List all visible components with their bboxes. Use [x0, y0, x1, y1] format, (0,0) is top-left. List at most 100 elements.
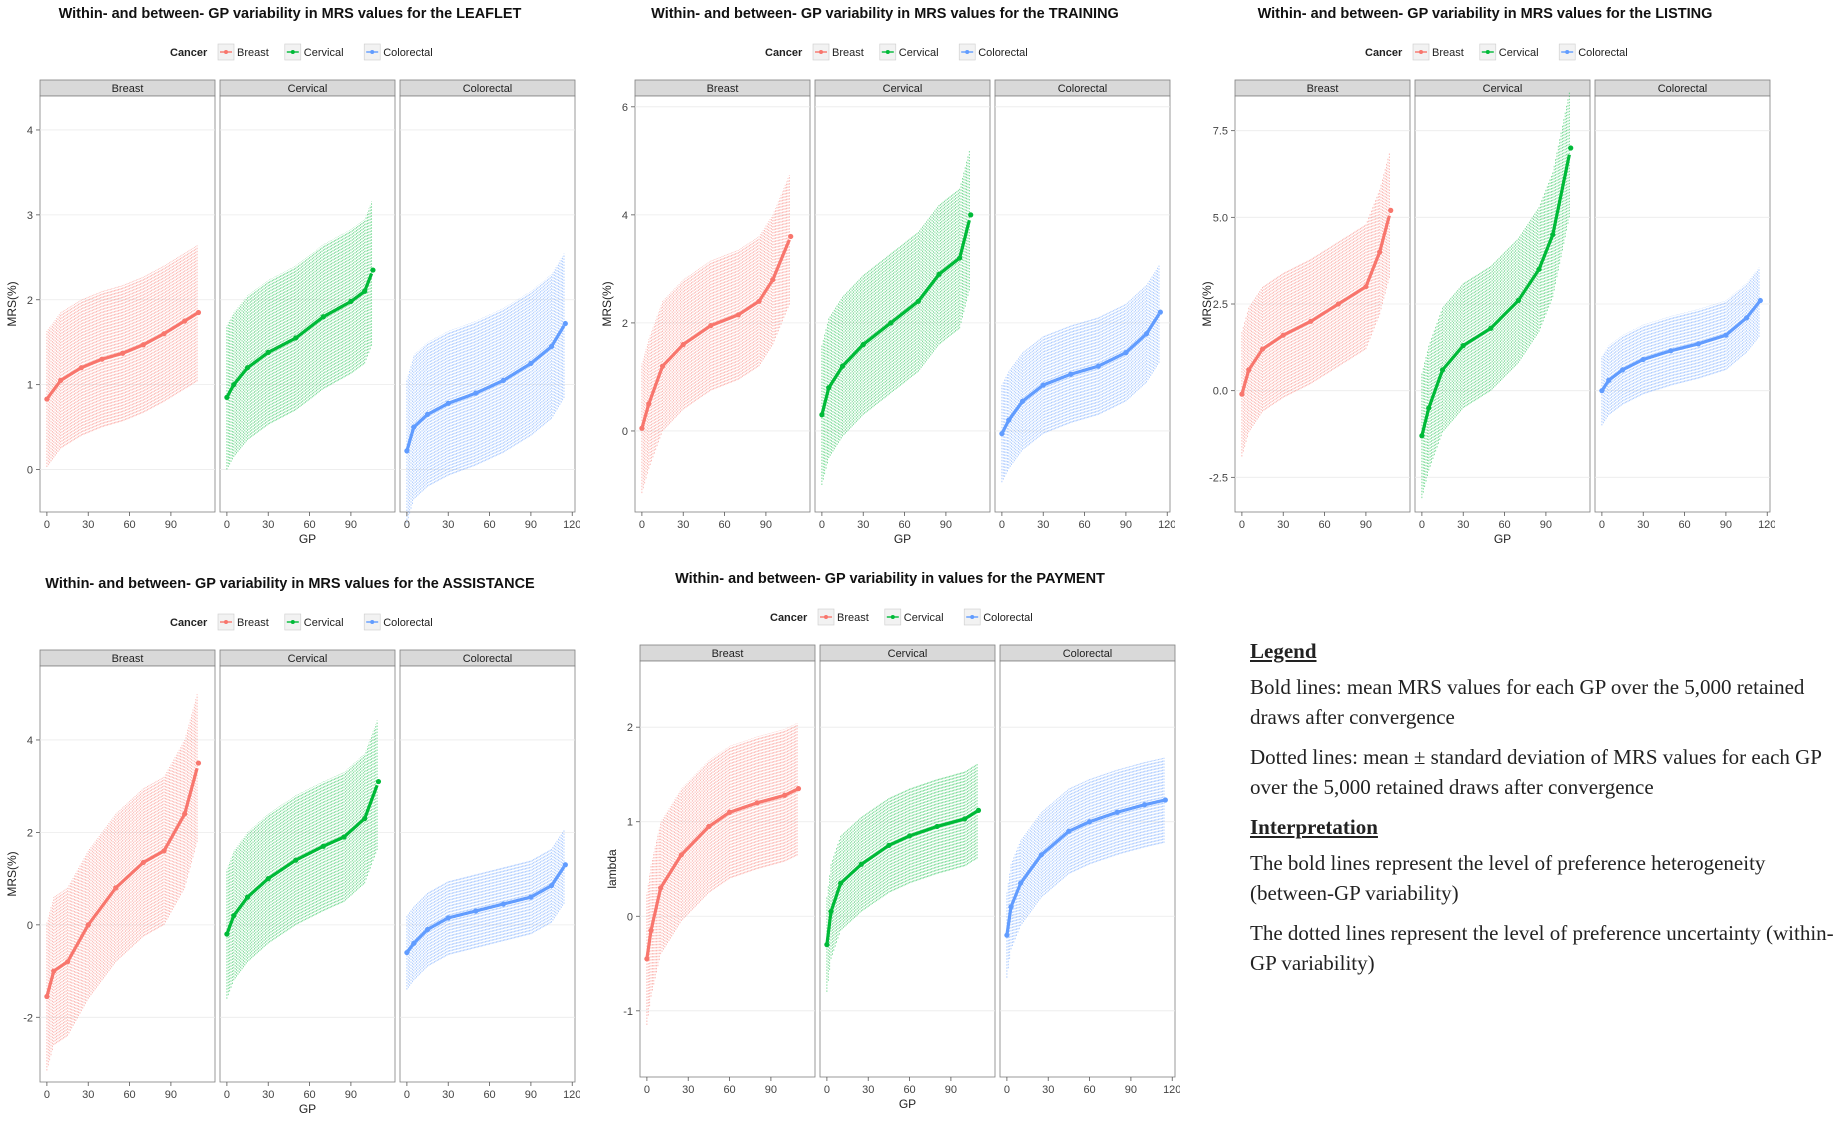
mean-point — [1619, 367, 1626, 373]
x-tick-label: 90 — [1120, 519, 1132, 531]
mean-line-breast — [645, 787, 798, 960]
mean-point — [375, 778, 382, 785]
x-tick-label: 0 — [824, 1084, 830, 1096]
mean-line-cervical — [225, 273, 374, 399]
facet-panel-cervical: Cervical 0 30 60 90 — [219, 79, 396, 531]
x-tick-label: 30 — [1042, 1084, 1054, 1096]
mean-point — [99, 356, 105, 362]
mean-point — [1419, 433, 1425, 439]
x-tick-label: 0 — [44, 519, 50, 531]
y-tick-label: -1 — [623, 1006, 633, 1018]
mean-point — [85, 922, 91, 928]
mean-point — [404, 949, 410, 956]
mean-point — [819, 412, 825, 418]
mean-point — [1568, 145, 1574, 151]
mean-point — [1162, 797, 1168, 803]
facet-panel-colorectal: Colorectal 0 30 60 90 120 — [1594, 79, 1775, 531]
mean-point — [445, 915, 451, 921]
legend-label-breast: Breast — [1432, 47, 1464, 59]
x-tick-label: 90 — [940, 519, 952, 531]
chart-leaflet: Within- and between- GP variability in M… — [0, 0, 580, 560]
x-tick-label: 0 — [404, 519, 410, 531]
facet-panel-colorectal: Colorectal 0 30 60 90 120 — [399, 79, 580, 531]
y-tick-label: 2 — [27, 827, 33, 839]
mean-point — [1018, 880, 1024, 886]
y-tick-label: 4 — [27, 735, 33, 747]
mean-point — [824, 942, 830, 948]
facet-panel-cervical: Cervical 0 30 60 90 — [1414, 79, 1591, 531]
y-axis-label: lambda — [605, 849, 619, 889]
mean-point — [1142, 802, 1148, 808]
mean-point — [473, 908, 479, 914]
facet-strip-label: Cervical — [888, 648, 928, 660]
y-tick-label: -2 — [23, 1012, 33, 1024]
x-tick-label: 30 — [442, 1089, 454, 1101]
legend-panel: Legend Bold lines: mean MRS values for e… — [1250, 630, 1840, 988]
x-tick-label: 120 — [563, 1089, 580, 1101]
chart-legend: Cancer Breast Cervical Colorectal — [770, 608, 1033, 626]
mean-point — [370, 267, 376, 273]
facet-strip-label: Breast — [1307, 83, 1339, 95]
mean-point — [957, 255, 963, 261]
y-tick-label: 4 — [27, 125, 33, 137]
mean-point — [1695, 341, 1701, 347]
mean-point — [182, 318, 188, 324]
chart-legend: Cancer Breast Cervical Colorectal — [170, 43, 433, 61]
x-axis-label: GP — [894, 532, 911, 546]
interpretation-heading: Interpretation — [1250, 815, 1378, 839]
y-tick-label: 5.0 — [1213, 212, 1228, 224]
legend-key-point-colorectal — [370, 620, 375, 624]
x-axis-label: GP — [299, 1102, 316, 1116]
x-tick-label: 90 — [1360, 519, 1372, 531]
facet-strip-label: Colorectal — [463, 83, 513, 95]
mean-point — [1095, 363, 1101, 369]
mean-point — [1743, 315, 1750, 321]
mean-point — [113, 885, 119, 891]
mean-point — [548, 882, 555, 889]
y-tick-label: -2.5 — [1209, 472, 1228, 484]
chart-title: Within- and between- GP variability in M… — [45, 576, 535, 592]
mean-point — [936, 271, 942, 277]
mean-line-cervical — [820, 219, 971, 416]
mean-point — [528, 894, 534, 900]
facet-strip-label: Cervical — [883, 83, 923, 95]
y-axis-label: MRS(%) — [5, 851, 19, 896]
chart-title: Within- and between- GP variability in M… — [1258, 6, 1713, 22]
mean-point — [1388, 207, 1394, 213]
legend-title: Cancer — [1365, 47, 1403, 59]
legend-key-point-breast — [824, 615, 828, 619]
x-tick-label: 90 — [345, 519, 357, 531]
mean-point — [782, 792, 788, 798]
facet-strip-label: Cervical — [1483, 83, 1523, 95]
mean-point — [795, 786, 802, 792]
mean-point — [906, 833, 913, 839]
y-tick-label: 0 — [627, 911, 633, 923]
facet-strip-label: Colorectal — [1063, 648, 1113, 660]
chart-listing: Within- and between- GP variability in M… — [1195, 0, 1775, 560]
y-tick-label: 1 — [627, 817, 633, 829]
legend-key-point-breast — [224, 50, 228, 54]
mean-point — [348, 298, 354, 305]
x-tick-label: 90 — [1125, 1084, 1137, 1096]
mean-point — [404, 448, 410, 454]
x-tick-label: 0 — [639, 519, 645, 531]
x-tick-label: 0 — [999, 519, 1005, 531]
mean-point — [770, 277, 776, 283]
x-tick-label: 0 — [819, 519, 825, 531]
x-tick-label: 60 — [718, 519, 730, 531]
x-tick-label: 90 — [1540, 519, 1552, 531]
mean-point — [64, 959, 71, 965]
mean-line-breast — [640, 239, 791, 429]
legend-label-cervical: Cervical — [1499, 47, 1539, 59]
mean-point — [424, 926, 431, 933]
mean-point — [424, 411, 431, 417]
mean-point — [161, 331, 167, 337]
sd-band-cervical — [226, 720, 378, 999]
facet-panel-cervical: Cervical 0 30 60 90 — [819, 644, 996, 1096]
legend-key-point-cervical — [890, 615, 895, 619]
facet-plot-area — [819, 660, 996, 1078]
y-tick-label: 4 — [622, 210, 628, 222]
y-tick-label: 6 — [622, 102, 628, 114]
x-tick-label: 60 — [1083, 1084, 1095, 1096]
x-tick-label: 30 — [262, 519, 274, 531]
